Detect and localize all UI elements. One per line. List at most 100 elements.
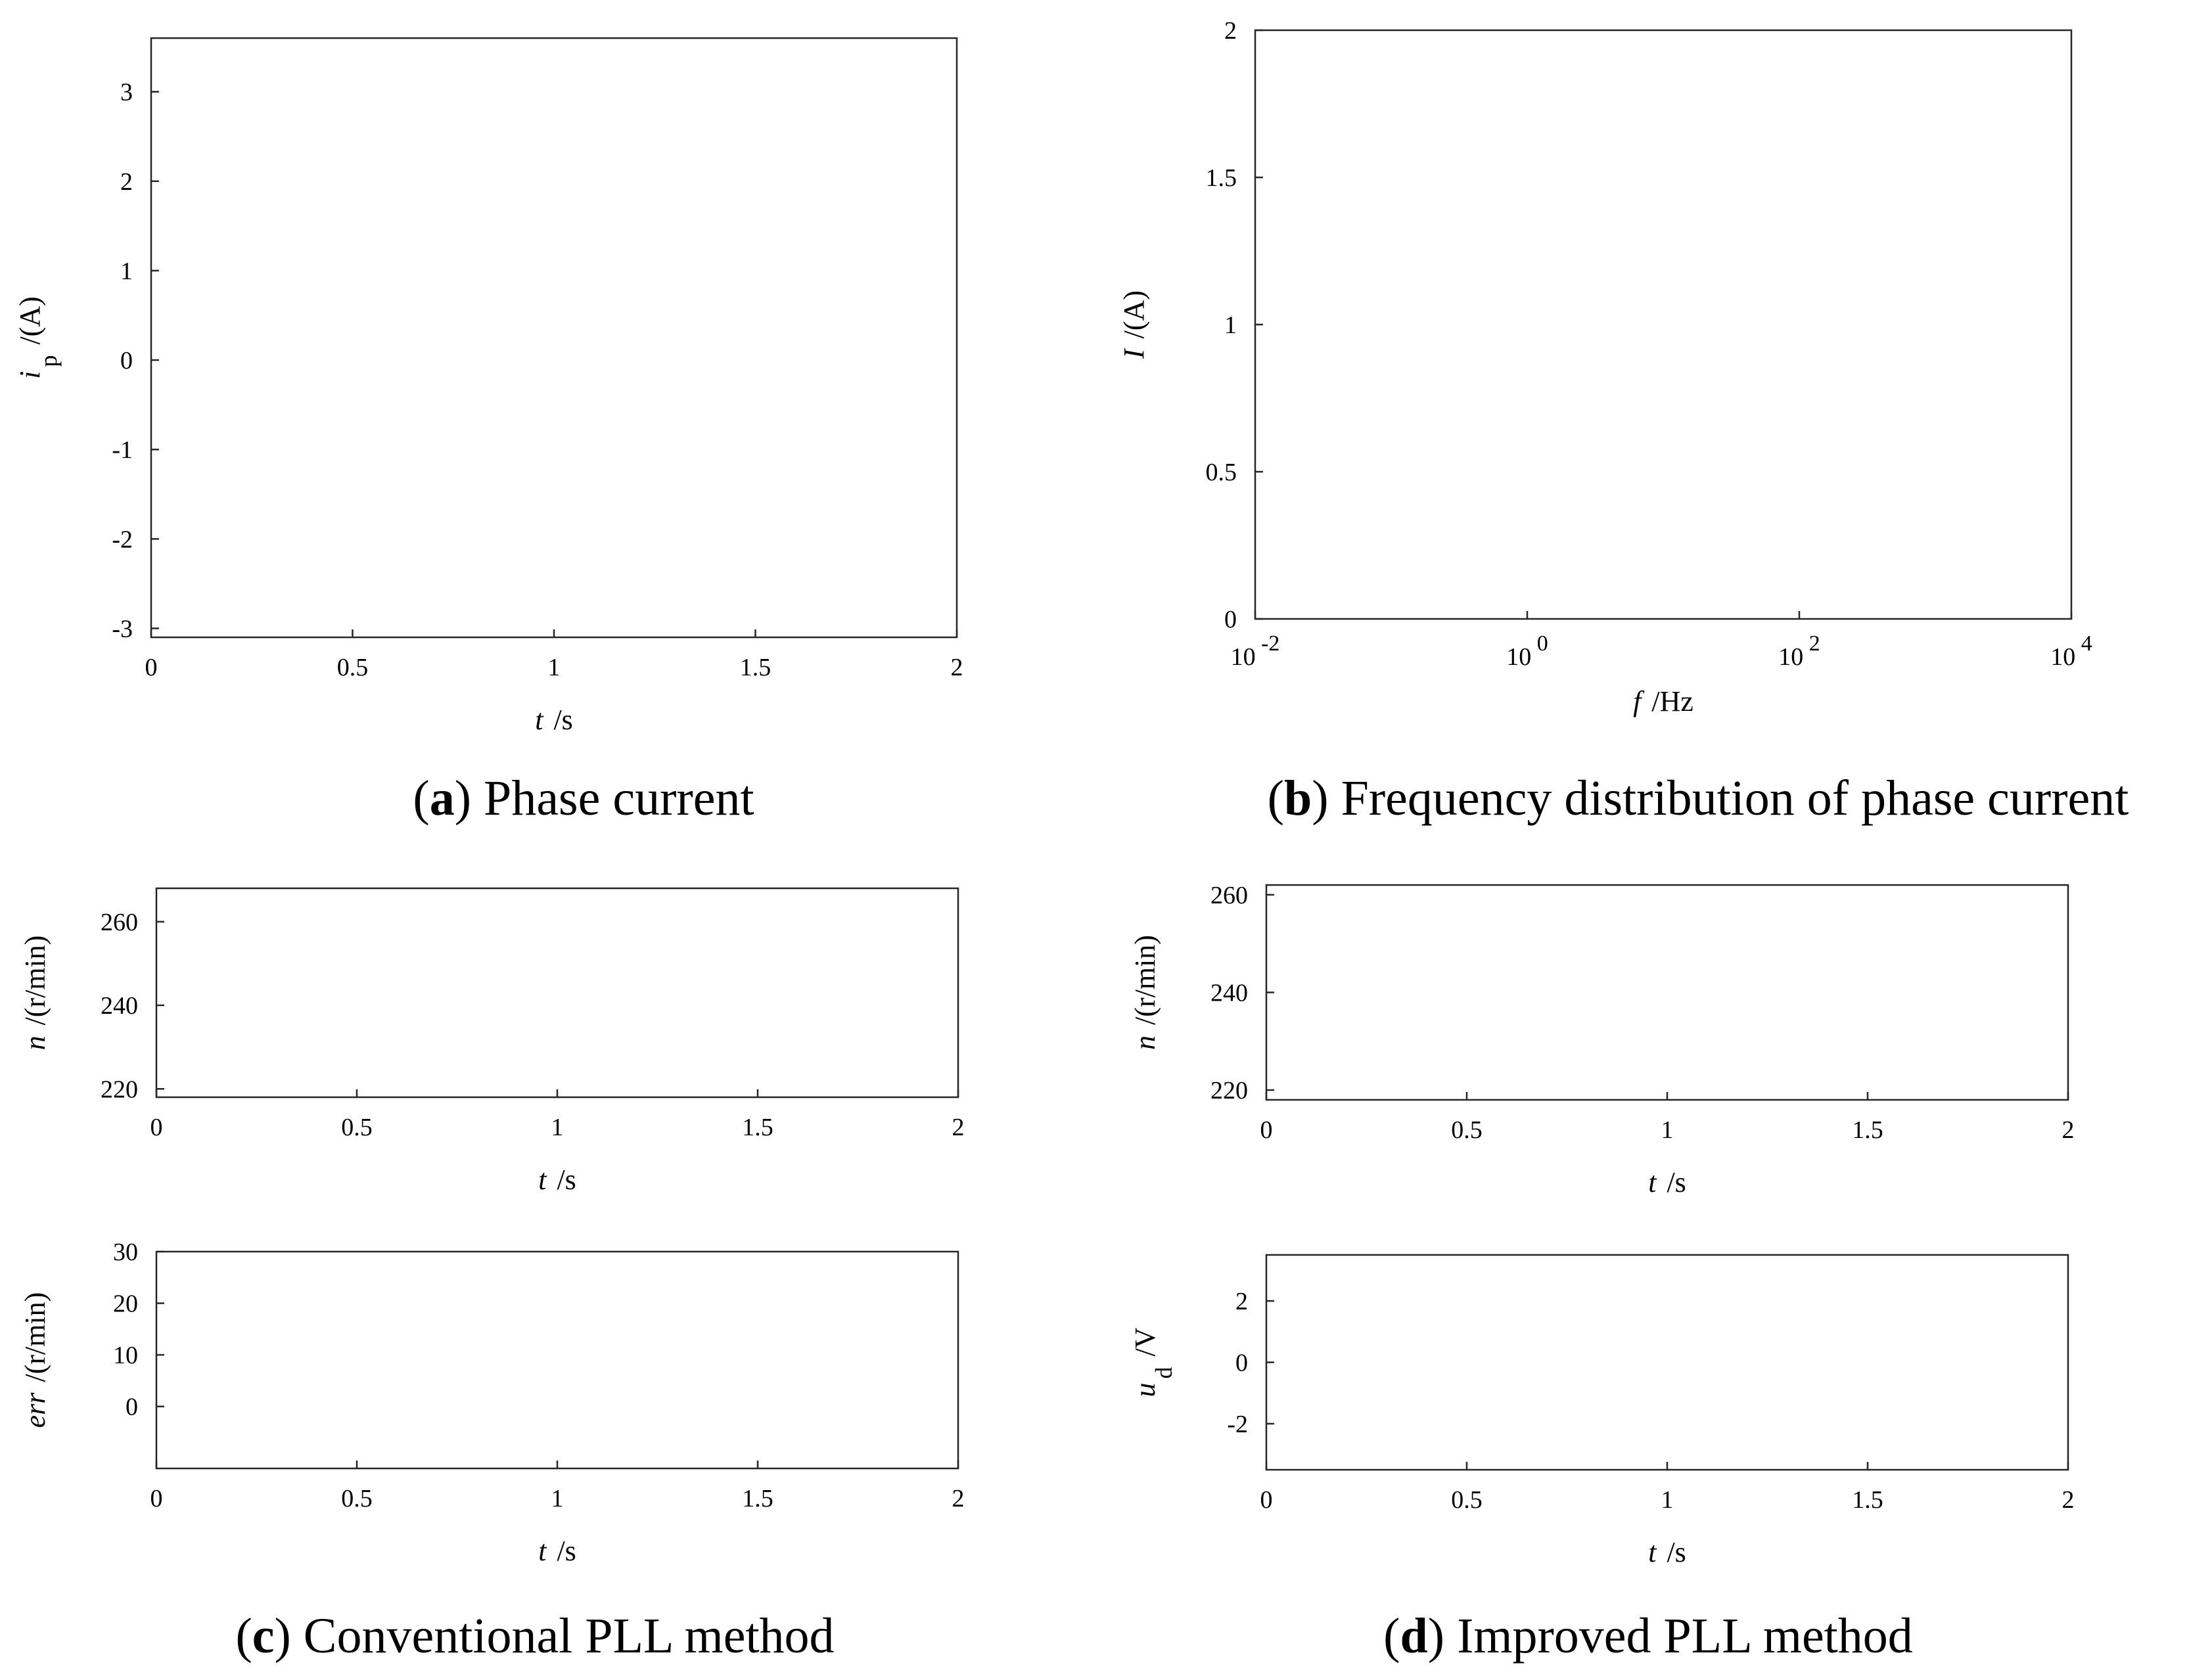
chart-c-top: 0 0.5 1 1.5 2 260 240 220 t/s n /(r/min) [19,887,965,1196]
x-tick-label: 1 [551,1114,564,1141]
x-tick-label: 1 [1661,1486,1674,1514]
x-tick-label: 0 [145,654,158,681]
y-tick-label: 220 [1210,1077,1248,1104]
y-axis-label: I /(A) [1118,290,1150,359]
y-tick-label: 240 [101,992,138,1020]
caption-c: (c) Conventional PLL method [235,1608,834,1664]
y-tick-label: 0 [120,347,133,375]
axes-frame [155,887,959,1099]
x-axis-label: f/Hz [1633,685,1693,717]
x-axis-symbol: t [538,1164,547,1196]
x-tick-label: 0 [150,1485,163,1512]
y-tick-label: -2 [1227,1411,1248,1438]
x-tick-label: 0.5 [1451,1116,1483,1144]
y-axis-symbol: u [1129,1383,1161,1397]
y-tick-label: 1 [1224,311,1237,339]
y-tick-label: 0 [126,1394,138,1421]
x-axis-label: t/s [1648,1166,1686,1198]
x-tick-label: 0.5 [341,1114,373,1141]
y-axis-label: err /(r/min) [19,1292,51,1428]
y-axis-subscript: p [35,355,62,367]
x-tick-label: 2 [2062,1116,2075,1144]
x-axis-unit: /s [1667,1166,1686,1198]
y-axis-unit: /V [1129,1327,1161,1356]
ticks: 0 0.5 1 1.5 2 30 20 10 0 [113,1238,965,1512]
x-tick-base: 10 [1506,643,1531,671]
x-tick-exp: -2 [1256,631,1280,656]
y-axis-unit: /(A) [14,296,46,344]
y-tick-label: 1 [120,258,133,285]
caption-d: (d) Improved PLL method [1383,1608,1913,1664]
y-axis-unit: /(A) [1118,290,1150,338]
x-tick-label: 2 [2062,1486,2075,1514]
y-axis-unit: /(r/min) [1129,935,1161,1025]
chart-a: 0 0.5 1 1.5 2 3 2 1 0 -1 -2 -3 t/s ip /(A) [14,37,963,736]
axes-frame [1265,1254,2069,1471]
y-axis-symbol: i [14,371,46,379]
y-axis-label: ud/V [1129,1327,1177,1397]
x-tick-label: 2 [951,654,963,681]
y-tick-label: 240 [1210,980,1248,1007]
x-tick-label: 1.5 [742,1485,773,1512]
x-tick-label: 1.5 [1852,1486,1883,1514]
y-tick-label: 2 [1224,17,1237,45]
x-tick-label: 1 [551,1485,564,1512]
y-tick-label: -1 [112,436,133,464]
y-axis-symbol: n [19,1035,51,1050]
x-axis-symbol: f [1633,685,1645,717]
y-tick-label: 260 [101,909,138,936]
ticks: 10 -2 10 0 10 2 10 421.510.50 [1206,17,2092,671]
x-tick-label: 2 [952,1114,965,1141]
y-tick-label: 20 [113,1290,138,1318]
axes-frame [1254,29,2073,620]
x-axis-label: t/s [1648,1536,1686,1568]
ticks: 0 0.5 1 1.5 2 260 240 220 [101,909,965,1141]
x-axis-unit: /s [553,704,572,736]
x-tick-label: 1 [1661,1116,1674,1144]
chart-b: 10 -2 10 0 10 2 10 421.510.50f/HzI/(A) [1118,17,2092,717]
x-tick-base: 10 [1231,643,1256,671]
x-axis-label: t/s [538,1164,576,1196]
x-tick-exp: 2 [1803,631,1820,656]
x-tick-label: 0.5 [341,1485,373,1512]
x-axis-symbol: t [1648,1166,1657,1198]
chart-d-bottom: 0 0.5 1 1.5 2 2 0 -2 t/s ud/V [1129,1254,2075,1568]
y-axis-symbol: n [1129,1035,1161,1050]
y-tick-label: -3 [112,615,133,643]
y-axis-symbol: err [19,1392,51,1428]
y-tick-label: -2 [112,526,133,553]
x-tick-label: 10 4 [2050,631,2092,671]
x-axis-symbol: t [1648,1536,1657,1568]
x-axis-symbol: t [535,704,544,736]
x-tick-label: 1.5 [742,1114,773,1141]
x-axis-unit: /s [557,1164,576,1196]
ticks: 0 0.5 1 1.5 2 3 2 1 0 -1 -2 -3 [112,79,963,681]
x-tick-label: 1 [548,654,561,681]
x-tick-exp: 4 [2075,631,2092,656]
x-tick-label: 0 [1260,1486,1273,1514]
x-tick-exp: 0 [1531,631,1548,656]
x-tick-label: 1.5 [1852,1116,1883,1144]
caption-a: (a) Phase current [413,771,754,826]
y-axis-symbol: I [1118,348,1150,359]
x-tick-label: 10 2 [1778,631,1820,671]
y-axis-unit: /(r/min) [19,936,51,1026]
x-tick-label: 0.5 [337,654,369,681]
x-axis-label: t/s [535,704,573,736]
x-axis-unit: /s [557,1535,576,1567]
x-axis-symbol: t [538,1535,547,1567]
x-tick-label: 0 [1260,1116,1273,1144]
axes-frame [1265,884,2069,1101]
y-tick-label: 0.5 [1206,459,1237,486]
y-tick-label: 1.5 [1206,164,1237,192]
axes-frame [150,37,958,639]
axes-frame [155,1250,959,1470]
x-tick-label: 0 [150,1114,163,1141]
y-axis-subscript: d [1151,1367,1177,1379]
y-tick-label: 30 [113,1238,138,1266]
x-tick-base: 10 [1778,643,1803,671]
y-axis-label: ip /(A) [14,296,62,379]
y-axis-label: n /(r/min) [19,936,51,1051]
y-axis-label: n /(r/min) [1129,935,1161,1050]
